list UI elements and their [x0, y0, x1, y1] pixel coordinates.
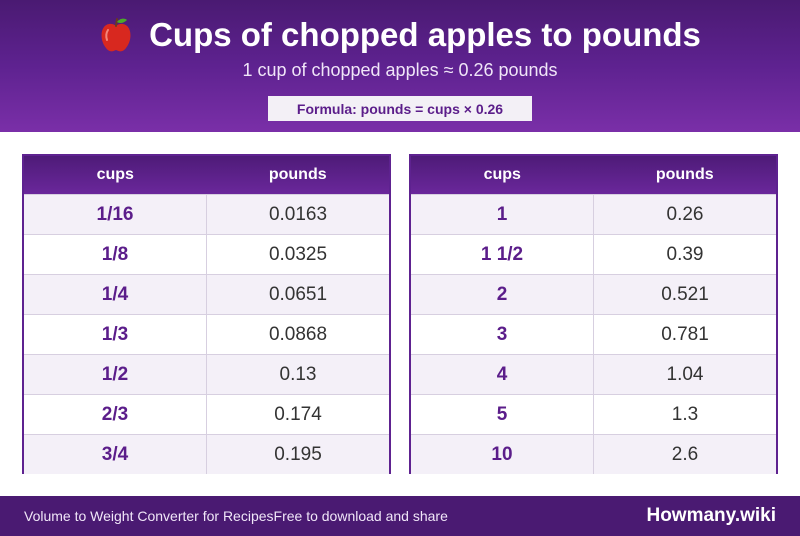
pounds-cell: 0.0163: [268, 203, 328, 225]
table-body: 1/16 0.0163 1/8 0.0325 1/4 0.0651 1/3 0.…: [24, 194, 389, 474]
table-body: 1 0.26 1 1/2 0.39 2 0.521 3 0.781 4 1.04…: [411, 194, 776, 474]
cups-cell: 1/16: [24, 195, 207, 234]
cups-cell: 1 1/2: [411, 235, 594, 274]
table-header: cups pounds: [24, 156, 389, 194]
table-row: 1/2 0.13: [24, 354, 389, 394]
pounds-cell: 0.781: [661, 323, 709, 345]
column-header-pounds: pounds: [655, 166, 714, 183]
table-row: 1 1/2 0.39: [411, 234, 776, 274]
pounds-cell: 0.521: [661, 283, 709, 305]
table-row: 1/4 0.0651: [24, 274, 389, 314]
table-row: 10 2.6: [411, 434, 776, 474]
cups-cell: 1: [411, 195, 594, 234]
pounds-cell: 0.174: [274, 403, 322, 425]
table-row: 3/4 0.195: [24, 434, 389, 474]
brand-link[interactable]: Howmany.wiki: [646, 505, 776, 526]
conversion-table-left: cups pounds 1/16 0.0163 1/8 0.0325 1/4 0…: [22, 154, 391, 474]
cups-cell: 4: [411, 355, 594, 394]
table-row: 2 0.521: [411, 274, 776, 314]
formula-badge: Formula: pounds = cups × 0.26: [268, 96, 532, 121]
table-row: 1/3 0.0868: [24, 314, 389, 354]
pounds-cell: 1.04: [666, 363, 704, 385]
column-header-cups: cups: [483, 166, 521, 183]
footer: Volume to Weight Converter for RecipesFr…: [0, 496, 800, 536]
pounds-cell: 0.39: [666, 243, 704, 265]
table-row: 5 1.3: [411, 394, 776, 434]
pounds-cell: 0.0651: [268, 283, 328, 305]
pounds-cell: 1.3: [671, 403, 699, 425]
cups-cell: 3/4: [24, 435, 207, 474]
pounds-cell: 0.195: [274, 443, 322, 465]
pounds-cell: 0.13: [279, 363, 317, 385]
column-header-cups: cups: [96, 166, 134, 183]
cups-cell: 1/4: [24, 275, 207, 314]
header: Cups of chopped apples to pounds 1 cup o…: [0, 0, 800, 132]
table-header: cups pounds: [411, 156, 776, 194]
table-row: 1/8 0.0325: [24, 234, 389, 274]
cups-cell: 2/3: [24, 395, 207, 434]
pounds-cell: 0.0868: [268, 323, 328, 345]
cups-cell: 2: [411, 275, 594, 314]
cups-cell: 1/8: [24, 235, 207, 274]
cups-cell: 5: [411, 395, 594, 434]
table-row: 4 1.04: [411, 354, 776, 394]
table-row: 1 0.26: [411, 194, 776, 234]
cups-cell: 1/2: [24, 355, 207, 394]
conversion-table-right: cups pounds 1 0.26 1 1/2 0.39 2 0.521 3 …: [409, 154, 778, 474]
cups-cell: 3: [411, 315, 594, 354]
column-header-pounds: pounds: [268, 166, 327, 183]
table-row: 1/16 0.0163: [24, 194, 389, 234]
pounds-cell: 0.26: [666, 203, 704, 225]
title-text: Cups of chopped apples to pounds: [149, 16, 701, 53]
footer-tagline: Volume to Weight Converter for RecipesFr…: [24, 508, 448, 524]
apple-icon: [99, 16, 133, 54]
cups-cell: 10: [411, 435, 594, 474]
pounds-cell: 2.6: [671, 443, 699, 465]
subtitle: 1 cup of chopped apples ≈ 0.26 pounds: [242, 60, 558, 80]
table-row: 3 0.781: [411, 314, 776, 354]
page-title: Cups of chopped apples to pounds: [0, 14, 800, 56]
cups-cell: 1/3: [24, 315, 207, 354]
table-row: 2/3 0.174: [24, 394, 389, 434]
pounds-cell: 0.0325: [268, 243, 328, 265]
